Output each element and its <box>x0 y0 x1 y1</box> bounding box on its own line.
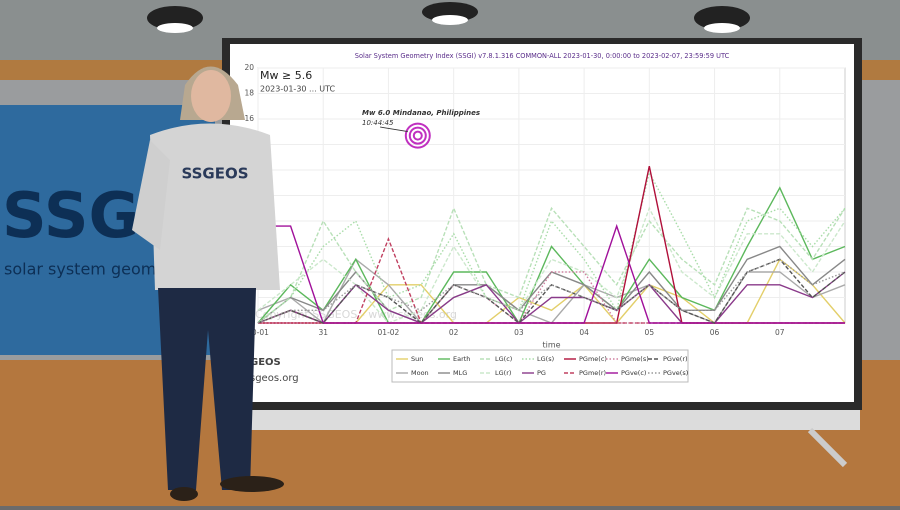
legend-label: Moon <box>411 369 429 377</box>
shoe <box>170 487 198 501</box>
legend-label: LG(s) <box>537 355 554 363</box>
event-marker <box>412 130 423 141</box>
legend-label: Sun <box>411 355 423 363</box>
series-line <box>257 186 846 325</box>
arm <box>132 140 170 250</box>
light <box>147 6 203 30</box>
legend-label: Earth <box>453 355 470 363</box>
event-marker <box>408 126 427 145</box>
light-glow <box>157 23 193 33</box>
x-tick-label: 06 <box>710 328 720 337</box>
series-line <box>257 206 846 324</box>
x-tick-label: 03 <box>514 328 524 337</box>
shoe <box>220 476 284 492</box>
annotation: Mw ≥ 5.6 <box>260 69 312 82</box>
x-tick-label: 02 <box>449 328 459 337</box>
monitor-stand <box>250 410 860 430</box>
legend-label: LG(r) <box>495 369 511 377</box>
x-axis-label: time <box>542 341 560 350</box>
x-tick-label: 05 <box>645 328 655 337</box>
event-label: Mw 6.0 Mindanao, Philippines <box>362 109 480 117</box>
series-line <box>257 258 846 324</box>
footer-url: sgeos.org <box>250 373 299 384</box>
series-line <box>258 271 845 325</box>
light-glow <box>704 23 740 33</box>
legend-label: PG <box>537 369 546 377</box>
legend-label: PGve(s) <box>663 369 688 377</box>
series-line <box>258 223 845 324</box>
legend-label: PGme(c) <box>579 355 607 363</box>
legend-label: PGve(r) <box>663 355 688 363</box>
presenter: SSGEOS <box>132 66 284 501</box>
y-tick-label: 18 <box>244 89 254 98</box>
event-pointer <box>379 126 408 132</box>
chart-title: Solar System Geometry Index (SSGI) v7.8.… <box>355 52 730 60</box>
annotation: 2023-01-30 ... UTC <box>260 85 335 94</box>
legend-box <box>391 349 689 383</box>
legend-label: LG(c) <box>495 355 512 363</box>
side-screen-text: solar system geome <box>4 260 166 279</box>
legend-label: PGme(s) <box>621 355 649 363</box>
x-tick-label: 01-02 <box>378 328 400 337</box>
head <box>191 70 231 122</box>
event-time: 10:44:45 <box>362 119 394 127</box>
stand-leg <box>807 427 848 468</box>
legend-label: MLG <box>453 369 467 377</box>
x-tick-label: 07 <box>775 328 785 337</box>
chart: Solar System Geometry Index (SSGI) v7.8.… <box>244 52 846 383</box>
y-tick-label: 20 <box>244 63 254 72</box>
x-tick-label: 04 <box>579 328 589 337</box>
y-tick-label: 16 <box>244 114 254 123</box>
light-glow <box>432 15 468 25</box>
footer-logo: GEOS <box>250 357 281 368</box>
event-marker <box>404 122 431 149</box>
legend-label: PGve(c) <box>621 369 646 377</box>
hoodie <box>150 123 280 290</box>
x-tick-label: 31 <box>318 328 328 337</box>
hoodie-logo: SSGEOS <box>181 165 248 183</box>
legend-label: PGme(r) <box>579 369 606 377</box>
series-line <box>257 206 846 324</box>
light <box>694 6 750 30</box>
jeans <box>158 288 256 490</box>
x-tick-label: 30-01 <box>247 328 269 337</box>
